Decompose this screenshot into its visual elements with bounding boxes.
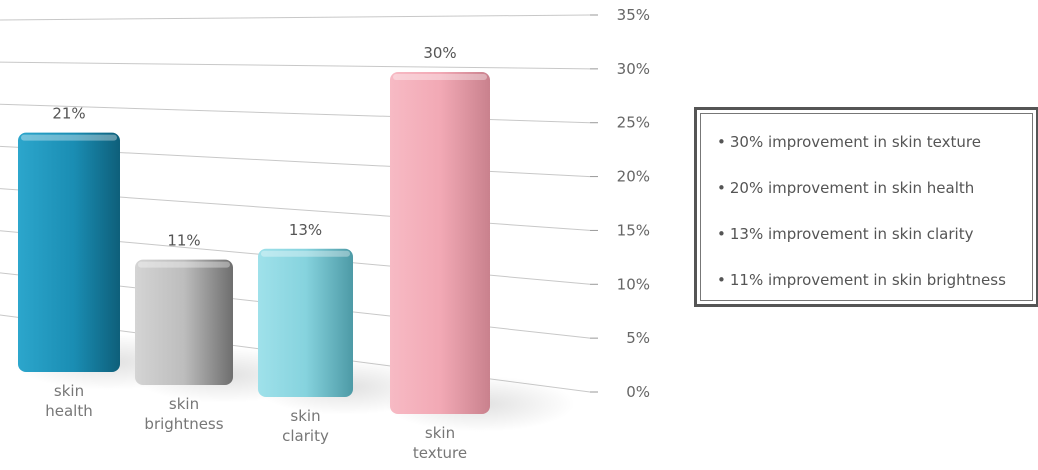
category-label: skin [290,407,320,425]
legend: 30% improvement in skin texture 20% impr… [694,107,1038,307]
y-tick-label: 20% [617,168,650,186]
bar-body [258,248,353,397]
legend-item-health: 20% improvement in skin health [717,174,1032,220]
bar [385,72,575,432]
y-tick-label: 35% [617,6,650,24]
y-tick-label: 30% [617,60,650,78]
legend-inner-border: 30% improvement in skin texture 20% impr… [700,113,1033,301]
y-tick-label: 10% [617,275,650,293]
bar-highlight [21,134,117,141]
gridline [0,61,591,70]
legend-item-texture: 30% improvement in skin texture [717,128,1032,174]
data-label: 13% [289,221,322,239]
data-labels: 21% 11% 13% 30% [52,44,456,250]
gridline [0,14,591,21]
y-tick-label: 0% [626,383,650,401]
category-label: health [45,402,92,420]
y-tick-label: 5% [626,329,650,347]
category-label: skin [54,382,84,400]
category-label: brightness [144,415,223,433]
bar-chart: 0% 5% 10% 15% 20% 25% 30% 35% 21% 11% 13% 30% skin… [0,6,650,462]
y-tick-label: 25% [617,114,650,132]
category-label: clarity [282,427,329,445]
bar-body [390,72,490,414]
bar-body [135,259,233,385]
data-label: 30% [423,44,456,62]
legend-item-clarity: 13% improvement in skin clarity [717,220,1032,266]
category-labels: skin health skin brightness skin clarity skin t… [45,382,467,462]
bar-highlight [261,250,350,257]
bar-body [18,132,120,372]
bar-highlight [393,74,487,80]
y-axis-ticks: 0% 5% 10% 15% 20% 25% 30% 35% [590,6,650,401]
category-label: texture [413,444,467,462]
category-label: skin [425,424,455,442]
legend-item-brightness: 11% improvement in skin brightness [717,266,1032,312]
data-label: 11% [167,232,200,250]
gridline [0,103,591,124]
y-tick-label: 15% [617,221,650,239]
bars [12,72,575,432]
data-label: 21% [52,105,85,123]
category-label: skin [169,395,199,413]
bar-highlight [138,261,230,268]
